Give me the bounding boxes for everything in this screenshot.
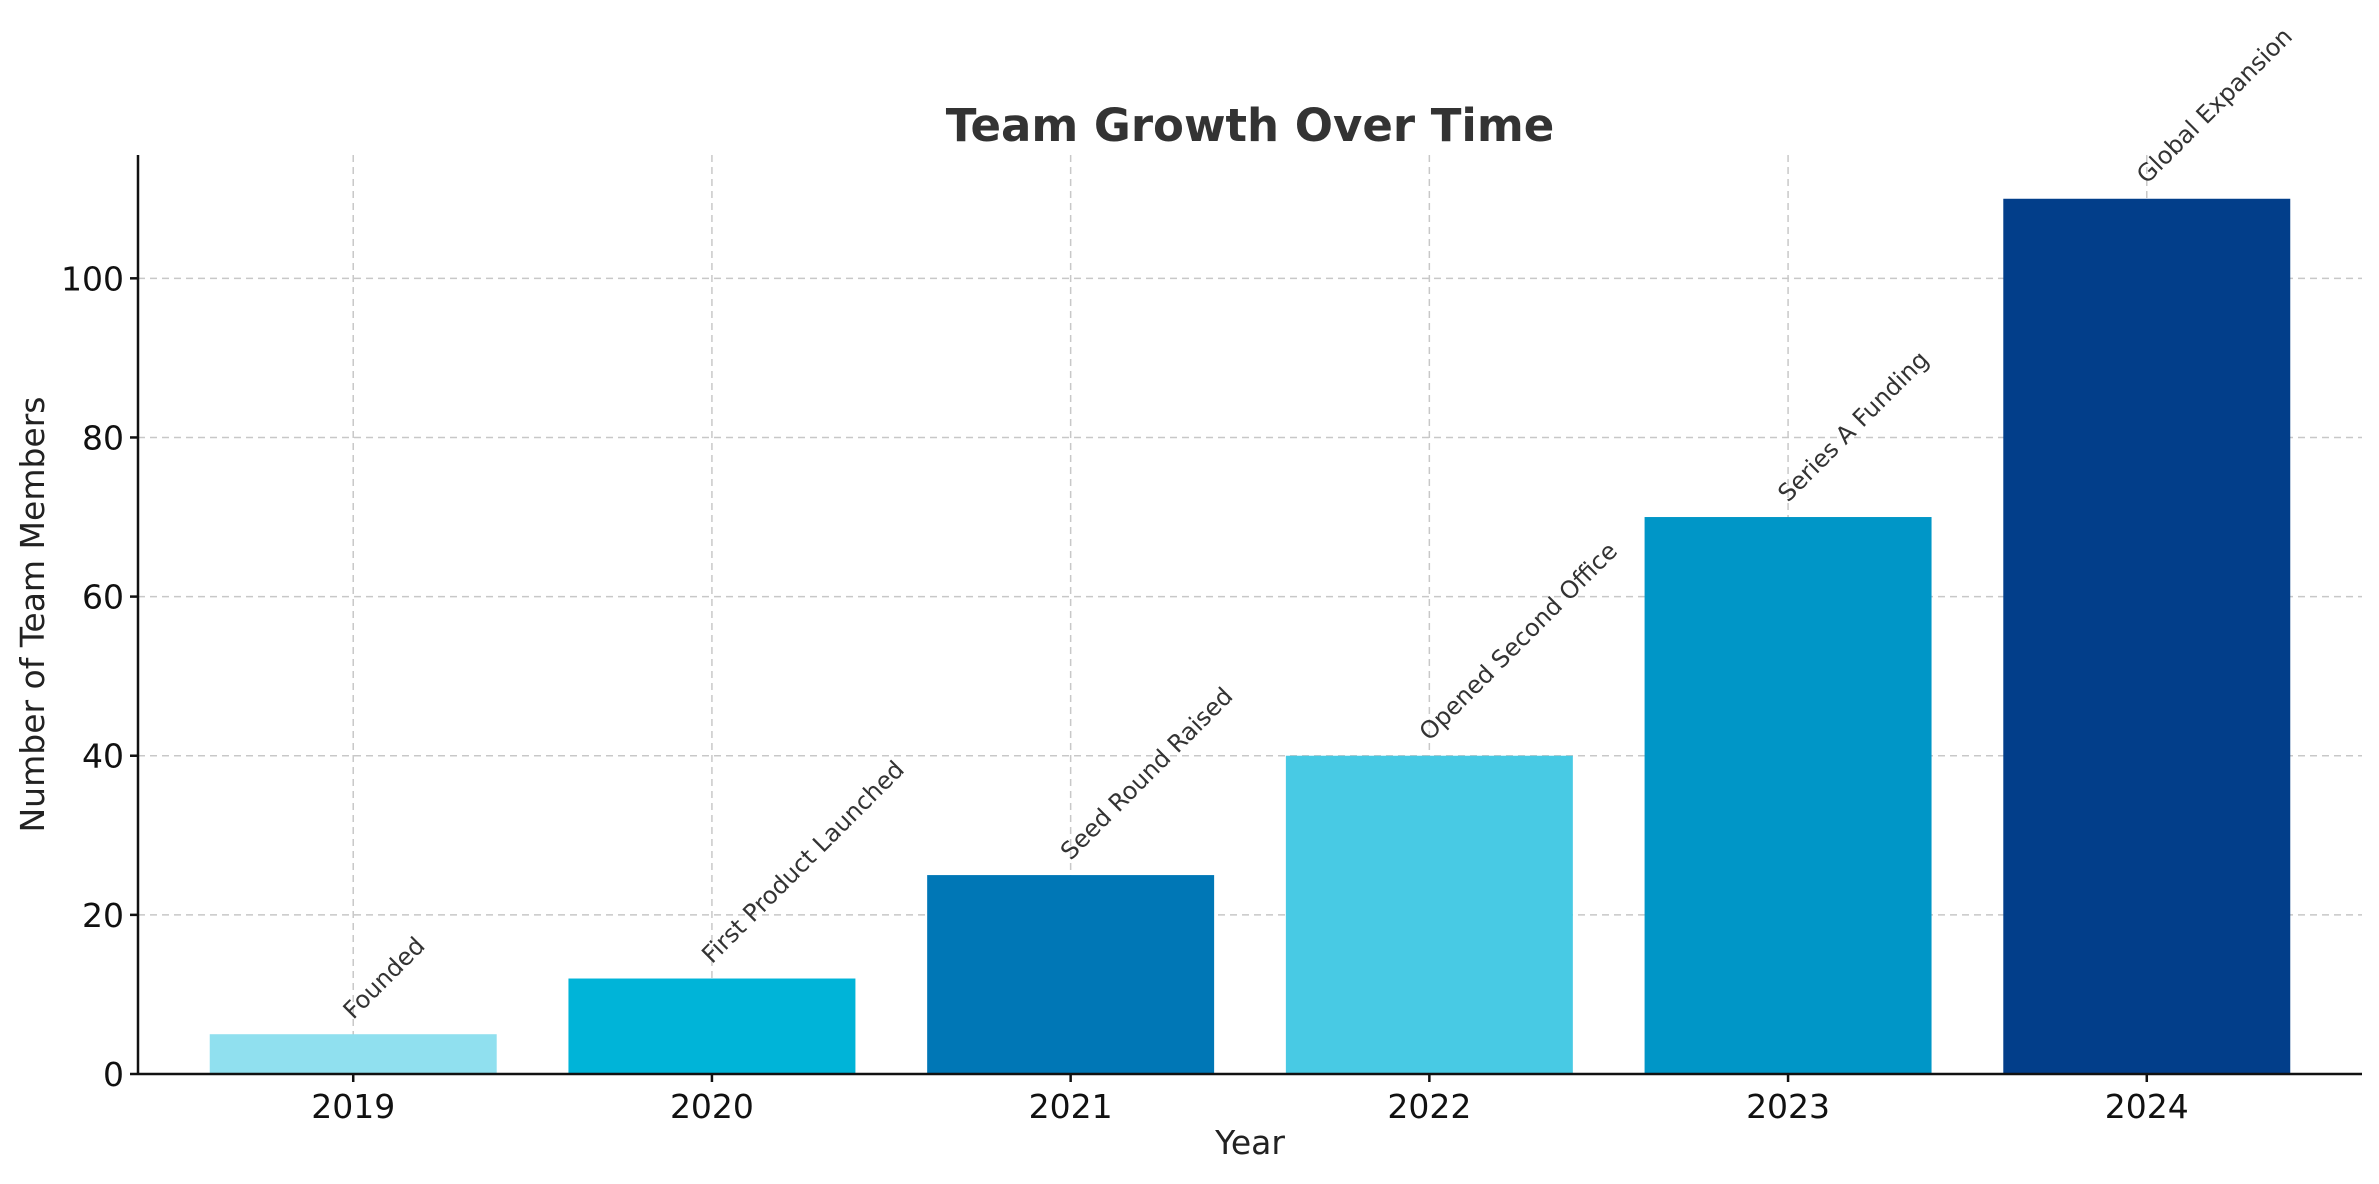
y-tick-label: 0: [103, 1055, 124, 1094]
x-axis-label: Year: [1214, 1123, 1285, 1162]
x-tick-label: 2024: [2105, 1087, 2189, 1126]
x-tick-label: 2022: [1387, 1087, 1471, 1126]
y-tick-label: 20: [82, 896, 124, 935]
bar-annotation: Series A Funding: [1773, 346, 1935, 508]
x-tick-label: 2023: [1746, 1087, 1830, 1126]
y-tick-label: 40: [82, 737, 124, 776]
bar-annotation: Seed Round Raised: [1055, 682, 1238, 865]
bar: [209, 1034, 497, 1074]
bar: [927, 875, 1215, 1074]
bar: [1644, 517, 1932, 1074]
y-axis-label: Number of Team Members: [13, 397, 52, 833]
bars: [209, 198, 2291, 1074]
chart-title: Team Growth Over Time: [946, 99, 1555, 152]
y-tick-label: 100: [61, 259, 124, 298]
y-tick-label: 80: [82, 418, 124, 457]
bar: [2003, 198, 2291, 1074]
bar: [1285, 755, 1573, 1074]
bar: [568, 978, 856, 1074]
y-tick-label: 60: [82, 578, 124, 617]
axes: [136, 155, 2362, 1076]
tick-labels: 0 20 40 60 80 100 2019 2020 2021 2022 2023 2024: [61, 259, 2189, 1126]
x-tick-label: 2021: [1029, 1087, 1113, 1126]
bar-annotation: Founded: [338, 932, 431, 1025]
bar-annotation: Opened Second Office: [1414, 537, 1623, 746]
x-tick-label: 2020: [670, 1087, 754, 1126]
bar-annotation: First Product Launched: [696, 755, 909, 968]
bar-annotation: Global Expansion: [2131, 22, 2298, 189]
x-tick-label: 2019: [311, 1087, 395, 1126]
